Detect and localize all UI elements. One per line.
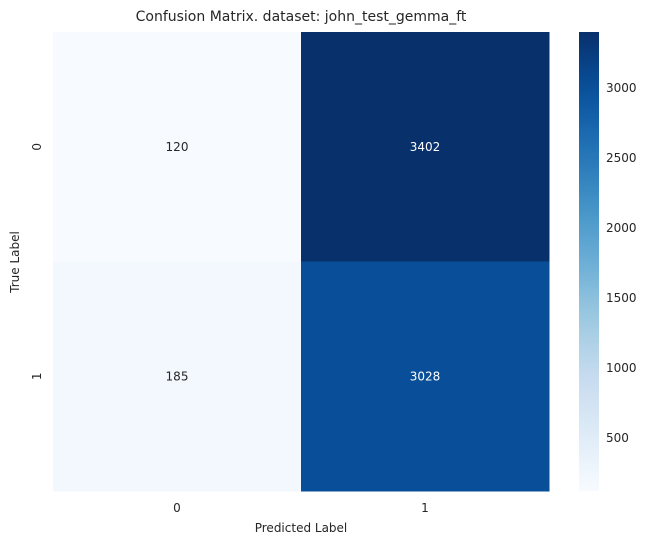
- heatmap-cell-r0-c0: [53, 32, 302, 262]
- heatmap-cell-label-r0-c0: 120: [166, 140, 189, 154]
- colorbar-tick-label-2500: 2500: [606, 151, 637, 165]
- heatmap-cell-label-r0-c1: 3402: [410, 140, 441, 154]
- x-tick-label-1: 1: [421, 501, 429, 515]
- heatmap-cell-label-r1-c0: 185: [166, 369, 189, 383]
- y-tick-label-1: 1: [30, 372, 44, 380]
- x-tick-label-0: 0: [173, 501, 181, 515]
- colorbar-tick-label-1000: 1000: [606, 361, 637, 375]
- heatmap-cell-labels: 120 3402 185 3028: [166, 140, 441, 384]
- colorbar-tick-label-500: 500: [606, 431, 629, 445]
- colorbar-ticks: 500 1000 1500 2000 2500 3000: [606, 81, 637, 445]
- heatmap-cell-r1-c1: [301, 261, 550, 492]
- colorbar-tick-label-3000: 3000: [606, 81, 637, 95]
- chart-title: Confusion Matrix. dataset: john_test_gem…: [136, 9, 467, 25]
- x-axis-label: Predicted Label: [255, 521, 348, 535]
- colorbar-tick-label-2000: 2000: [606, 221, 637, 235]
- y-axis-label: True Label: [8, 231, 22, 294]
- y-axis-ticks: 01: [30, 143, 44, 380]
- heatmap-cell-r1-c0: [53, 261, 302, 492]
- y-tick-label-0: 0: [30, 143, 44, 151]
- colorbar: [579, 32, 599, 491]
- heatmap-cell-r0-c1: [301, 32, 550, 262]
- colorbar-tick-label-1500: 1500: [606, 291, 637, 305]
- heatmap-cell-label-r1-c1: 3028: [410, 369, 441, 383]
- heatmap-cells: [53, 32, 550, 492]
